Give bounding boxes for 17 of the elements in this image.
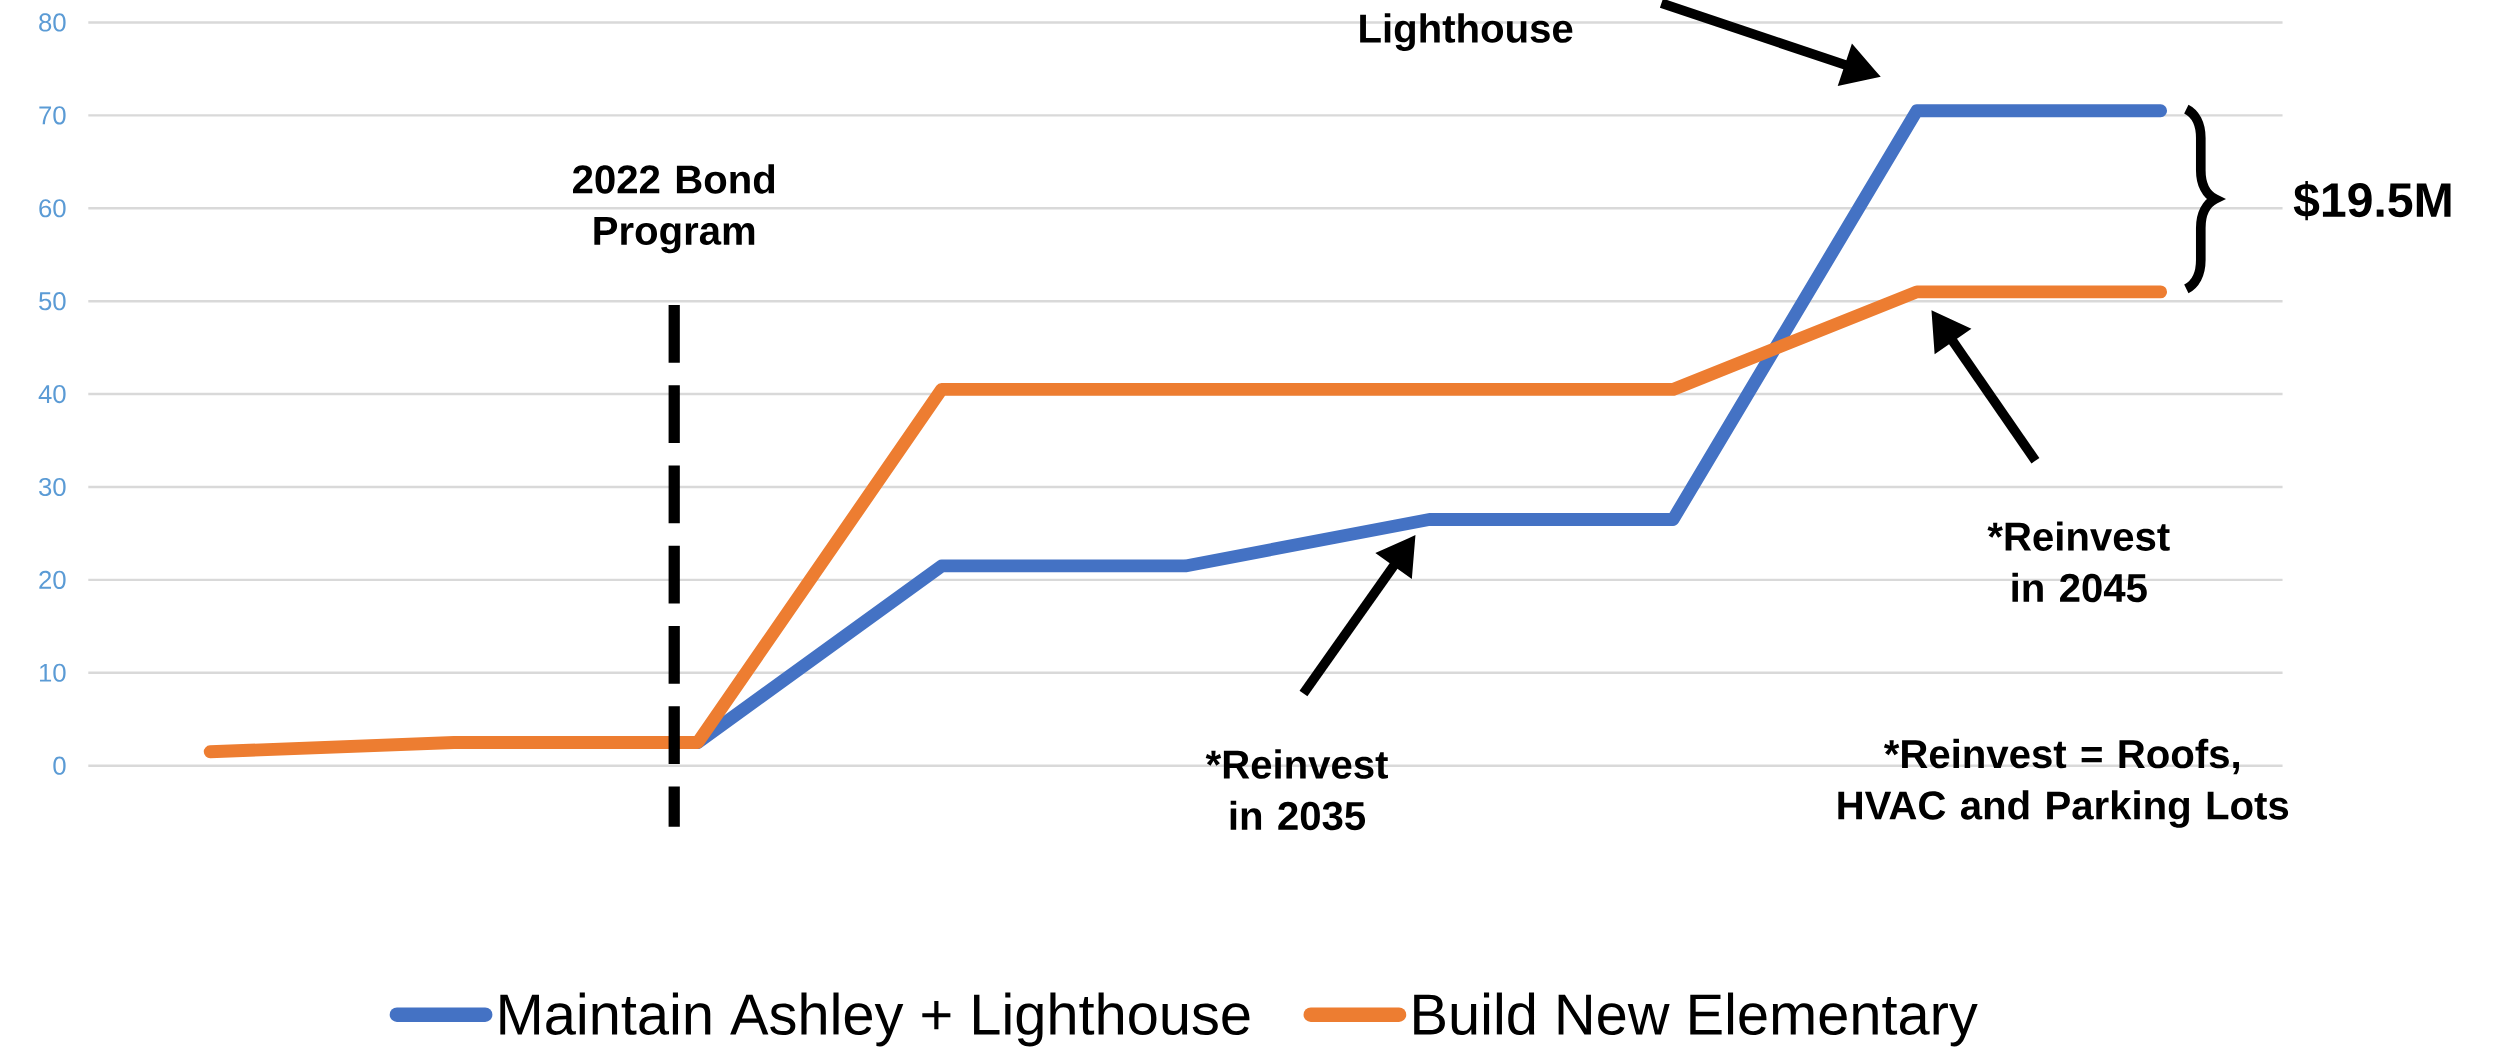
annotation: 2022 Bond Program bbox=[573, 164, 775, 254]
y-tick-label: 0 bbox=[53, 756, 66, 775]
y-tick-label: 20 bbox=[39, 570, 66, 590]
y-tick-label: 10 bbox=[39, 663, 66, 683]
y-tick-label: 50 bbox=[39, 292, 66, 311]
legend-label: Build New Elementary bbox=[1414, 992, 1978, 1047]
text: $19.5M bbox=[2293, 181, 2451, 221]
annotation: Lighthouse bbox=[1360, 13, 1573, 52]
y-tick-label: 70 bbox=[39, 106, 66, 125]
annotation: *Reinvest in 2045 bbox=[1987, 521, 2170, 603]
y-tick-label: 80 bbox=[39, 13, 66, 32]
y-tick-label: 60 bbox=[39, 199, 66, 218]
annotation: *Reinvest = Roofs, HVAC and Parking Lots bbox=[1838, 739, 2289, 828]
y-tick-label: 40 bbox=[38, 385, 66, 404]
legend-label: Maintain Ashley + Lighthouse bbox=[500, 992, 1250, 1047]
annotation: *Reinvest in 2035 bbox=[1205, 749, 1388, 831]
y-tick-label: 30 bbox=[39, 478, 66, 497]
